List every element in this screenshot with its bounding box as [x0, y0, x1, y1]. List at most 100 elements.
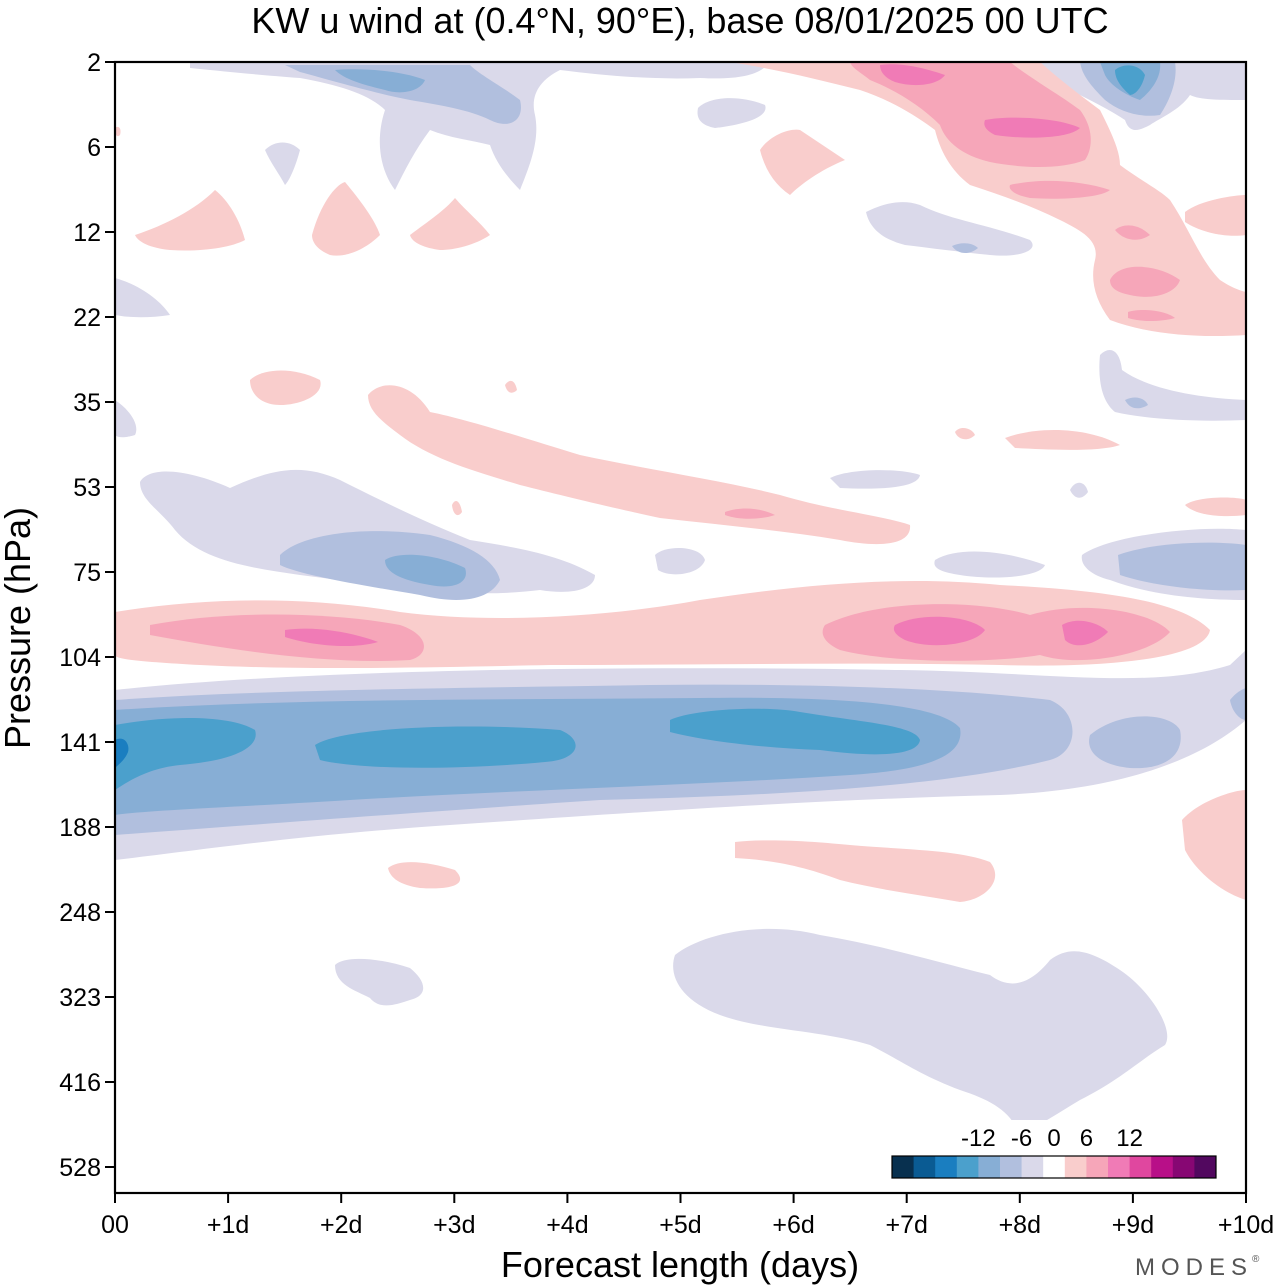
- contour-pos-band-3c: [1062, 620, 1108, 646]
- contour-pos-top-13: [410, 198, 490, 250]
- modes-logo: MODES: [1135, 1254, 1253, 1281]
- contour-pos-band-3: [285, 628, 378, 647]
- colorbar-swatch: [978, 1156, 1001, 1178]
- contour-pos-streak-5: [1005, 429, 1120, 450]
- contour-pos-low-3: [1182, 790, 1246, 900]
- contour-neg-top-2: [285, 65, 521, 124]
- contour-neg-mid-5: [934, 551, 1045, 578]
- x-tick-label: +3d: [433, 1211, 475, 1239]
- contour-neg-band-2b: [1089, 716, 1181, 769]
- contour-pos-top-8: [1128, 310, 1175, 321]
- contour-neg-mid-4: [655, 548, 705, 575]
- contour-pos-top-7: [1110, 266, 1180, 297]
- contour-pos-band-2b: [822, 604, 1170, 661]
- colorbar-swatch: [1129, 1156, 1152, 1178]
- contour-pos-top-11: [135, 190, 245, 251]
- x-tick-label: +5d: [659, 1211, 701, 1239]
- y-tick-label: 35: [73, 389, 101, 417]
- contour-neg-top-4: [265, 142, 300, 185]
- y-tick-label: 12: [73, 219, 101, 247]
- contour-neg-band-5: [115, 738, 129, 768]
- x-tick-label: +1d: [207, 1211, 249, 1239]
- colorbar-swatch: [1108, 1156, 1131, 1178]
- contour-neg-top-15: [1125, 397, 1148, 409]
- contour-neg-band-4: [115, 718, 256, 790]
- x-tick-label: +8d: [999, 1211, 1041, 1239]
- contour-pos-low-2: [388, 862, 461, 889]
- contour-neg-mid-3: [385, 554, 466, 587]
- colorbar-swatch: [1043, 1156, 1066, 1178]
- contour-pos-band-3b: [893, 616, 985, 646]
- colorbar-frame: [891, 1155, 1217, 1179]
- y-tick-label: 416: [59, 1069, 101, 1097]
- y-tick-label: 75: [73, 559, 101, 587]
- contour-pos-streak-1: [368, 385, 911, 545]
- y-tick-label: 6: [87, 134, 101, 162]
- colorbar-label: -12: [961, 1125, 996, 1152]
- x-tick-label: +6d: [772, 1211, 814, 1239]
- contour-pos-top-9: [1185, 195, 1246, 236]
- x-tick-label: +7d: [885, 1211, 927, 1239]
- colorbar-swatch: [1021, 1156, 1044, 1178]
- colorbar-swatch: [956, 1156, 979, 1178]
- x-tick-label: +4d: [546, 1211, 588, 1239]
- x-tick-label: +10d: [1218, 1211, 1274, 1239]
- contour-pos-streak-6: [1185, 497, 1246, 517]
- colorbar-label: 0: [1047, 1125, 1060, 1152]
- x-tick-label: 00: [101, 1211, 129, 1239]
- contour-fields: [115, 62, 1246, 1135]
- contour-pos-top-4: [984, 117, 1080, 138]
- contour-pos-top-1: [730, 62, 1246, 337]
- colorbar-swatch: [1000, 1156, 1023, 1178]
- y-tick-label: 528: [59, 1154, 101, 1182]
- colorbar-swatch: [1064, 1156, 1087, 1178]
- contour-neg-low-1: [673, 928, 1168, 1135]
- contour-pos-top-6: [1115, 225, 1150, 240]
- contour-neg-top-1: [190, 62, 770, 190]
- y-tick-label: 188: [59, 814, 101, 842]
- x-axis: 00 +1d +2d +3d +4d +5d +6d +7d +8d +9d +10d: [101, 1193, 1274, 1239]
- contour-neg-top-3: [335, 69, 425, 93]
- contour-neg-top-10: [866, 202, 1033, 256]
- contour-pos-streak-7: [452, 500, 462, 516]
- x-tick-label: +9d: [1112, 1211, 1154, 1239]
- x-tick-label: +2d: [320, 1211, 362, 1239]
- colorbar-swatch: [1151, 1156, 1174, 1178]
- contour-pos-top-12: [312, 182, 380, 256]
- colorbar-label: -6: [1011, 1125, 1032, 1152]
- contour-pos-streak-4: [955, 428, 975, 440]
- y-tick-label: 104: [59, 644, 101, 672]
- y-tick-label: 22: [73, 304, 101, 332]
- colorbar-swatch: [1172, 1156, 1195, 1178]
- contour-pos-top-14: [115, 126, 121, 137]
- y-tick-label: 248: [59, 899, 101, 927]
- contour-pos-top-2: [850, 62, 1091, 167]
- contour-pos-streak-3: [250, 370, 321, 405]
- chart-title: KW u wind at (0.4°N, 90°E), base 08/01/2…: [251, 0, 1108, 41]
- contour-neg-top-12: [115, 278, 170, 318]
- contour-neg-band-4c: [670, 708, 920, 755]
- y-tick-label: 2: [87, 49, 101, 77]
- contour-neg-top-16: [1230, 688, 1246, 720]
- y-axis: 2 6 12 22 35 53 75 104 141 188 248 323 416 528: [59, 49, 115, 1182]
- contour-neg-mid-7: [1118, 542, 1246, 591]
- colorbar: -12 -6 0 6 12: [884, 1120, 1224, 1188]
- colorbar-label: 6: [1080, 1125, 1093, 1152]
- contour-neg-top-14: [1099, 350, 1246, 421]
- contour-neg-low-2: [335, 958, 424, 1006]
- contour-pos-top-5: [1009, 180, 1110, 199]
- x-axis-title: Forecast length (days): [501, 1244, 859, 1285]
- y-axis-title: Pressure (hPa): [0, 507, 38, 749]
- y-tick-label: 53: [73, 474, 101, 502]
- contour-pos-top-3: [880, 64, 945, 86]
- contour-neg-top-13: [115, 400, 137, 438]
- contour-neg-mid-8: [830, 470, 920, 489]
- contour-neg-band-4b: [315, 726, 576, 768]
- contour-pos-band-2: [150, 614, 424, 661]
- colorbar-swatch: [1086, 1156, 1109, 1178]
- y-tick-label: 141: [59, 729, 101, 757]
- contour-neg-top-9: [1115, 65, 1145, 95]
- contour-pos-top-10: [760, 129, 845, 195]
- contour-pos-streak-2: [725, 508, 775, 519]
